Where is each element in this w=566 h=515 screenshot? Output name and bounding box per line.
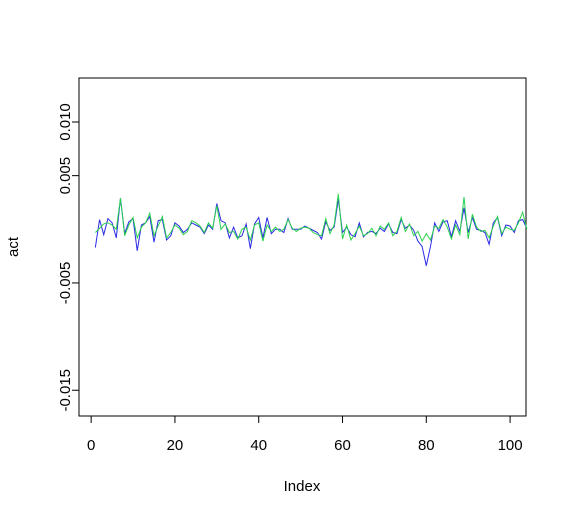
y-tick-label: -0.015 [57, 369, 74, 412]
x-tick-label: 0 [87, 437, 95, 454]
x-tick-label: 100 [498, 437, 523, 454]
x-tick-label: 20 [167, 437, 184, 454]
series-line [94, 198, 528, 266]
y-axis-label: act [5, 236, 22, 257]
y-tick-label: 0.010 [57, 103, 74, 141]
series-line [94, 193, 528, 243]
x-tick-label: 60 [334, 437, 351, 454]
y-tick-label: -0.005 [57, 262, 74, 305]
plot-box [78, 77, 527, 417]
x-axis-label: Index [284, 478, 321, 495]
y-tick-label: 0.005 [57, 157, 74, 195]
x-tick-label: 80 [418, 437, 435, 454]
x-tick-label: 40 [250, 437, 267, 454]
